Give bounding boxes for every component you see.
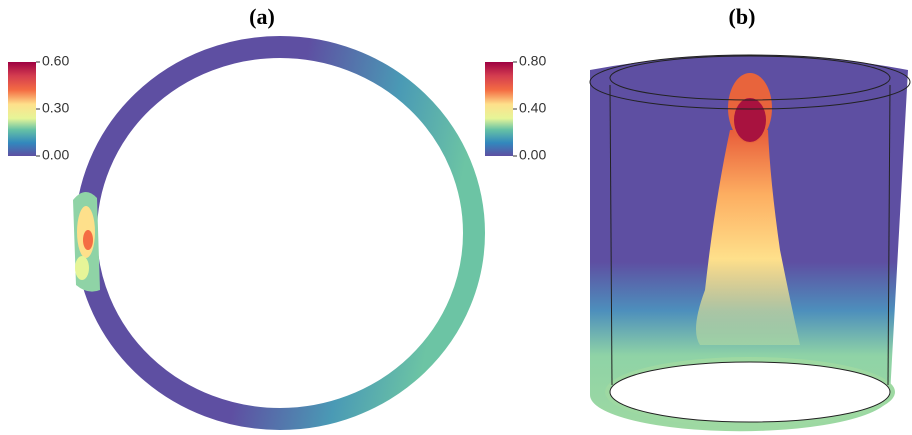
colorbar-tick-label: 0.40 xyxy=(519,100,546,116)
ring xyxy=(75,36,485,430)
colorbar-tick-label: 0.00 xyxy=(519,147,546,163)
colorbar-tick-label: 0.30 xyxy=(42,100,69,116)
panel-label: (b) xyxy=(729,4,756,29)
panel-label: (a) xyxy=(249,4,275,29)
colorbar-tick-label: 0.80 xyxy=(519,53,546,69)
colorbar-tick-label: 0.60 xyxy=(42,53,69,69)
colorbar xyxy=(485,62,513,156)
cylinder xyxy=(589,54,911,432)
colorbar-tick-label: 0.00 xyxy=(42,147,69,163)
colorbar xyxy=(8,62,36,156)
plume-blob xyxy=(73,191,100,292)
